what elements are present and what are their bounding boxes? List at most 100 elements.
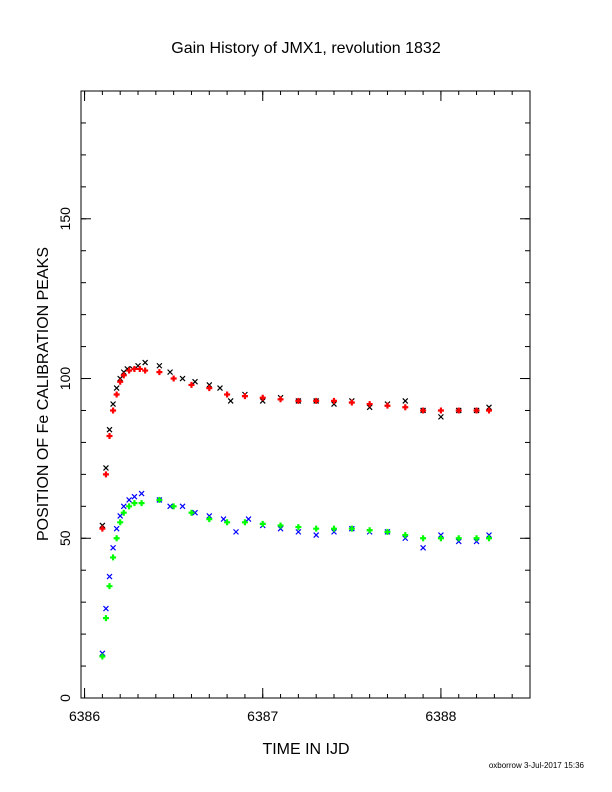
chart-title: Gain History of JMX1, revolution 1832	[171, 40, 441, 57]
data-point	[241, 393, 248, 400]
data-point	[420, 535, 427, 542]
data-point	[103, 605, 109, 612]
data-point	[110, 407, 117, 414]
data-point	[156, 496, 163, 503]
data-point	[192, 509, 198, 516]
data-point	[106, 433, 113, 440]
data-point	[486, 404, 492, 411]
series-fitted-low-energy-peak	[99, 496, 493, 660]
series-measured-high-energy-peak	[99, 359, 492, 529]
data-point	[348, 399, 355, 406]
data-point	[206, 381, 213, 388]
data-point	[102, 615, 109, 622]
data-point	[110, 544, 116, 551]
y-axis-label: POSITION OF Fe CALIBRATION PEAKS	[35, 247, 52, 541]
data-point	[206, 385, 213, 392]
data-point	[259, 394, 266, 401]
data-point	[384, 528, 391, 535]
data-point	[102, 471, 109, 478]
data-point	[331, 397, 338, 404]
data-point	[131, 365, 138, 372]
data-point	[402, 404, 409, 411]
data-point	[99, 650, 106, 657]
data-point	[156, 369, 163, 376]
plot-frame	[80, 90, 531, 699]
data-point	[277, 522, 284, 529]
data-point	[126, 503, 133, 510]
data-point	[220, 516, 227, 523]
data-point	[206, 516, 213, 523]
data-point	[486, 535, 493, 542]
data-point	[420, 407, 427, 414]
data-point	[473, 535, 480, 542]
data-point	[117, 519, 124, 526]
x-tick-label: 6388	[425, 708, 456, 724]
data-point	[486, 532, 492, 538]
y-tick-label: 100	[57, 367, 73, 391]
data-point	[259, 397, 266, 404]
y-tick-label: 150	[57, 207, 73, 231]
data-point	[106, 573, 113, 580]
data-point	[131, 500, 138, 507]
x-tick-label: 6386	[69, 708, 100, 724]
data-point	[486, 407, 493, 414]
data-point	[233, 528, 239, 535]
x-tick-label: 6387	[247, 708, 278, 724]
data-point	[131, 493, 138, 500]
data-point	[402, 532, 409, 539]
data-point	[245, 516, 252, 523]
data-point	[313, 397, 320, 404]
data-point	[473, 538, 480, 545]
data-point	[167, 503, 174, 510]
data-point	[402, 397, 409, 404]
data-point	[277, 396, 284, 403]
data-point	[192, 378, 198, 385]
data-point	[99, 653, 106, 660]
data-point	[170, 375, 177, 382]
data-point	[110, 554, 117, 561]
footer-credit: oxborrow 3-Jul-2017 15:36	[489, 761, 585, 770]
data-point	[420, 544, 427, 551]
data-point	[384, 402, 391, 409]
data-point	[402, 535, 409, 542]
data-point	[179, 503, 186, 510]
data-point	[120, 509, 127, 516]
data-point	[366, 401, 373, 408]
data-point	[437, 407, 444, 414]
data-point	[295, 524, 302, 531]
data-point	[99, 522, 106, 529]
data-point	[126, 497, 133, 503]
series-fitted-high-energy-peak	[99, 365, 493, 532]
data-point	[455, 407, 462, 414]
data-point	[473, 407, 480, 414]
axes: 6386 6387 6388 0 50 100 150	[57, 91, 531, 724]
data-point	[331, 528, 337, 535]
data-point	[138, 490, 145, 497]
data-point	[295, 528, 302, 535]
data-point	[167, 369, 174, 376]
data-point	[103, 465, 109, 471]
data-point	[156, 362, 163, 369]
data-point	[217, 385, 223, 392]
data-point	[437, 535, 444, 542]
data-point	[224, 519, 231, 526]
data-point	[126, 367, 133, 374]
y-tick-label: 0	[57, 694, 73, 702]
data-marks	[99, 359, 493, 660]
data-point	[188, 381, 195, 388]
data-point	[259, 520, 266, 527]
data-point	[170, 503, 177, 510]
data-point	[106, 426, 113, 433]
data-point	[313, 525, 320, 532]
data-point	[331, 401, 337, 408]
data-point	[331, 525, 338, 532]
data-point	[142, 359, 149, 366]
data-point	[277, 525, 284, 532]
data-point	[179, 375, 186, 382]
data-point	[142, 367, 149, 374]
data-point	[455, 538, 462, 545]
data-point	[455, 535, 462, 542]
data-point	[113, 391, 120, 398]
data-point	[113, 385, 120, 392]
